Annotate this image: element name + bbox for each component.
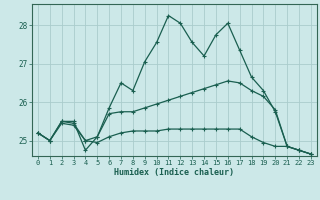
X-axis label: Humidex (Indice chaleur): Humidex (Indice chaleur) xyxy=(115,168,234,177)
